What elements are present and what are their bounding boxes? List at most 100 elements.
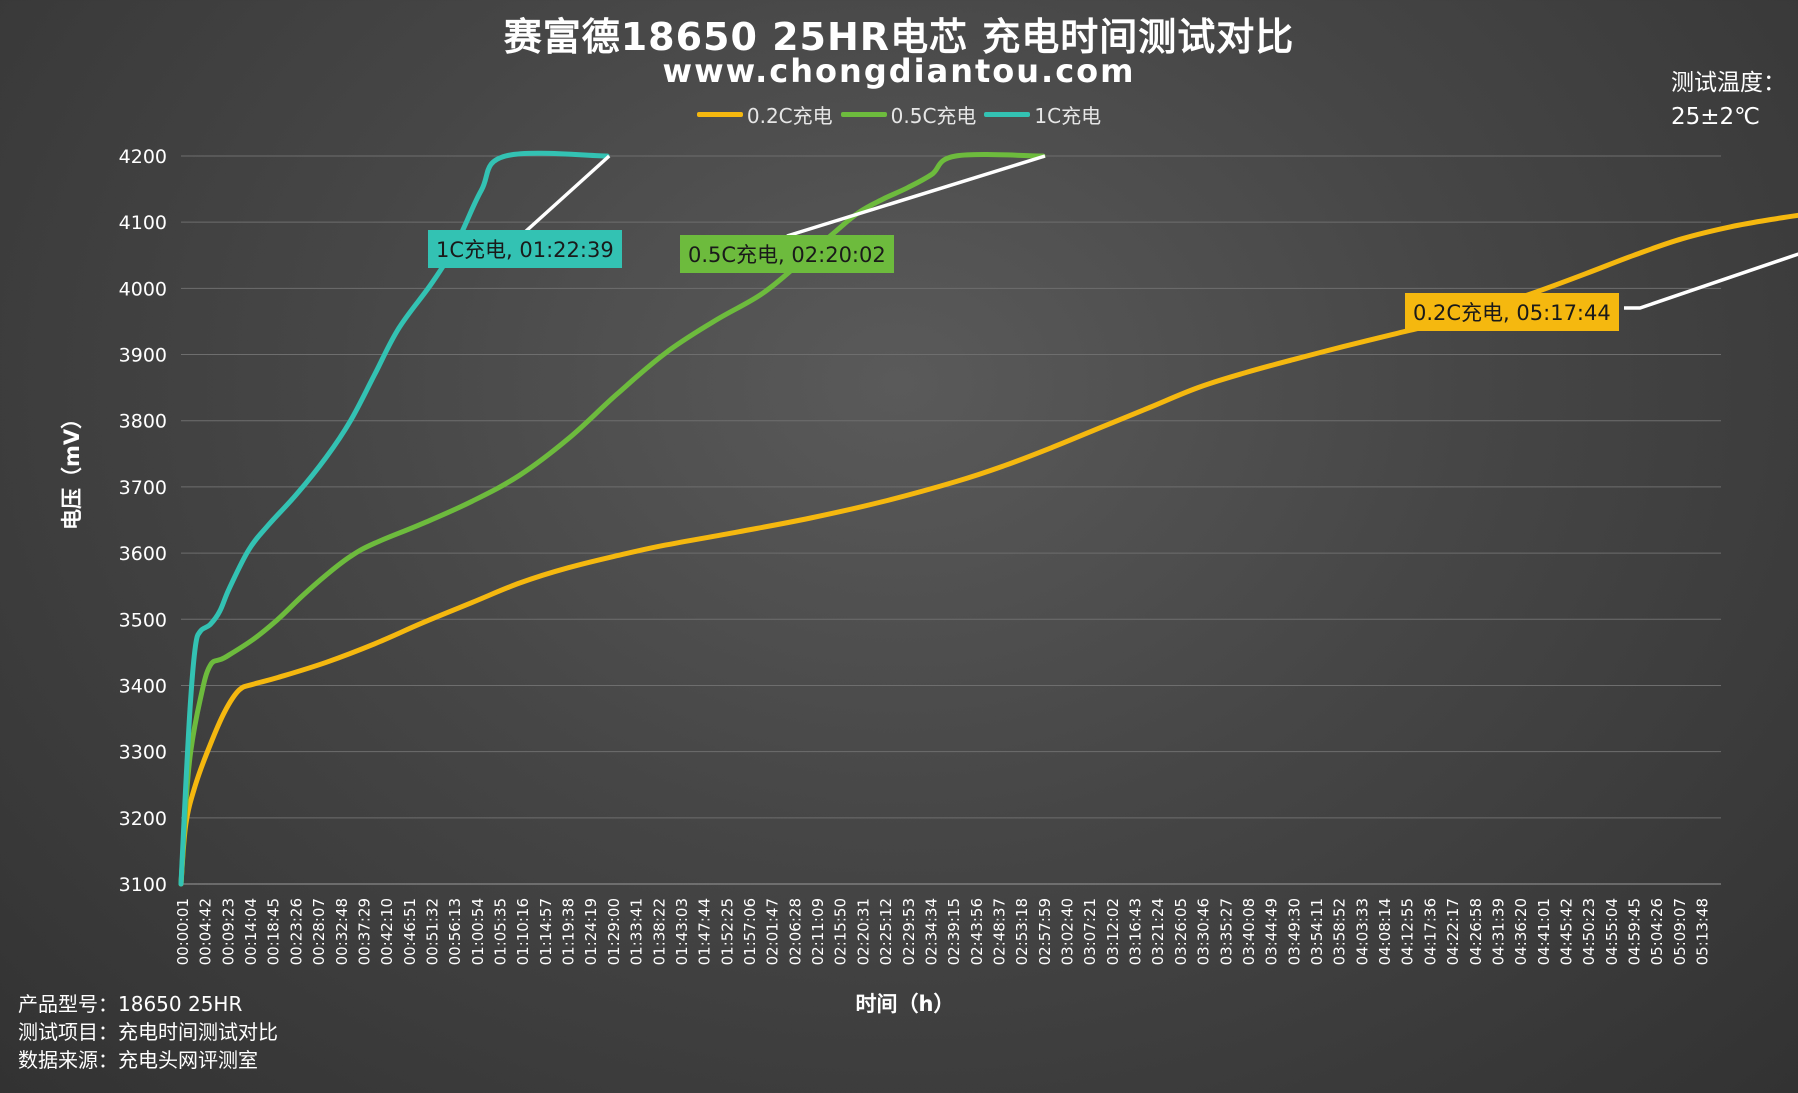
temperature-value: 25±2℃ xyxy=(1671,104,1761,130)
x-tick-label: 04:45:42 xyxy=(1557,898,1575,965)
x-tick-label: 03:40:08 xyxy=(1240,898,1258,965)
callout-02c: 0.2C充电, 05:17:44 xyxy=(1405,293,1619,331)
x-tick-label: 01:38:22 xyxy=(650,898,668,965)
leader-1c xyxy=(523,154,611,234)
x-tick-label: 00:28:07 xyxy=(310,898,328,965)
x-tick-label: 03:16:43 xyxy=(1127,898,1145,965)
legend-swatch-02c xyxy=(696,112,743,117)
leader-02c xyxy=(1624,252,1798,310)
x-tick-label: 04:31:39 xyxy=(1489,898,1507,965)
x-tick-label: 03:54:11 xyxy=(1308,898,1326,965)
footer-model: 产品型号：18650 25HR xyxy=(18,992,243,1016)
x-tick-label: 01:57:06 xyxy=(741,898,759,965)
leader-05c xyxy=(786,154,1046,238)
x-axis-label: 时间（h） xyxy=(855,992,955,1016)
y-tick-label: 3100 xyxy=(119,874,167,896)
x-tick-label: 02:25:12 xyxy=(877,898,895,965)
x-tick-label: 02:53:18 xyxy=(1013,898,1031,965)
y-tick-label: 3600 xyxy=(119,543,167,565)
x-tick-label: 02:43:56 xyxy=(968,898,986,965)
x-tick-label: 00:04:42 xyxy=(197,898,215,965)
x-tick-label: 03:07:21 xyxy=(1081,898,1099,965)
legend-item-05c: 0.5C充电 xyxy=(840,100,977,129)
legend-swatch-1c xyxy=(984,112,1031,117)
y-tick-label: 3700 xyxy=(119,477,167,499)
callout-05c: 0.5C充电, 02:20:02 xyxy=(680,235,894,273)
x-tick-label: 01:29:00 xyxy=(605,898,623,965)
x-tick-label: 00:56:13 xyxy=(446,898,464,965)
x-tick-label: 01:00:54 xyxy=(469,898,487,965)
x-tick-label: 04:08:14 xyxy=(1376,898,1394,965)
x-tick-label: 04:41:01 xyxy=(1535,898,1553,965)
legend-label-05c: 0.5C充电 xyxy=(890,104,977,128)
x-tick-label: 00:18:45 xyxy=(265,898,283,965)
x-tick-label: 01:05:35 xyxy=(492,898,510,965)
x-tick-label: 02:11:09 xyxy=(809,898,827,965)
series-lines xyxy=(178,150,1798,887)
x-tick-label: 00:42:10 xyxy=(378,898,396,965)
callout-1c: 1C充电, 01:22:39 xyxy=(428,230,622,268)
x-tick-label: 02:29:53 xyxy=(900,898,918,965)
legend-swatch-05c xyxy=(840,112,887,117)
x-tick-label: 00:14:04 xyxy=(242,898,260,965)
x-tick-label: 03:30:46 xyxy=(1195,898,1213,965)
chart-title: 赛富德18650 25HR电芯 充电时间测试对比 xyxy=(503,15,1295,59)
x-tick-label: 03:44:49 xyxy=(1263,898,1281,965)
y-axis-label: 电压（mV） xyxy=(60,407,84,530)
legend: 0.2C充电 0.5C充电 1C充电 xyxy=(0,100,1798,129)
y-tick-label: 3500 xyxy=(119,609,167,631)
x-tick-label: 01:33:41 xyxy=(628,898,646,965)
callout-leaders xyxy=(523,154,1798,310)
x-tick-label: 03:49:30 xyxy=(1285,898,1303,965)
x-tick-label: 02:01:47 xyxy=(764,898,782,965)
x-tick-label: 04:22:17 xyxy=(1444,898,1462,965)
x-tick-label: 01:19:38 xyxy=(560,898,578,965)
footer-source: 数据来源：充电头网评测室 xyxy=(18,1048,258,1072)
y-tick-label: 3300 xyxy=(119,742,167,764)
x-tick-label: 03:35:27 xyxy=(1217,898,1235,965)
x-tick-label: 03:26:05 xyxy=(1172,898,1190,965)
x-tick-label: 04:36:20 xyxy=(1512,898,1530,965)
x-axis-ticks: 00:00:01 00:04:42 00:09:23 00:14:04 00:18:45… xyxy=(174,898,1712,965)
test-temperature: 测试温度： 25±2℃ xyxy=(1671,66,1786,134)
x-tick-label: 04:50:23 xyxy=(1580,898,1598,965)
y-axis-ticks: 3100 3200 3300 3400 3500 3600 3700 3800 3900 4000… xyxy=(119,146,167,896)
x-tick-label: 04:03:33 xyxy=(1353,898,1371,965)
x-tick-label: 02:34:34 xyxy=(922,898,940,965)
y-tick-label: 4000 xyxy=(119,278,167,300)
x-tick-label: 02:15:50 xyxy=(832,898,850,965)
legend-label-1c: 1C充电 xyxy=(1034,104,1102,128)
footer-test-item: 测试项目：充电时间测试对比 xyxy=(18,1020,278,1044)
x-tick-label: 00:23:26 xyxy=(287,898,305,965)
footer-info: 产品型号：18650 25HR 测试项目：充电时间测试对比 数据来源：充电头网评… xyxy=(18,990,278,1074)
x-tick-label: 03:58:52 xyxy=(1331,898,1349,965)
series-line-05c xyxy=(178,152,1046,887)
x-tick-label: 01:10:16 xyxy=(514,898,532,965)
y-tick-label: 3400 xyxy=(119,675,167,697)
temperature-label: 测试温度： xyxy=(1671,70,1786,96)
x-tick-label: 05:09:07 xyxy=(1671,898,1689,965)
legend-item-02c: 0.2C充电 xyxy=(696,100,833,129)
x-tick-label: 03:21:24 xyxy=(1149,898,1167,965)
x-tick-label: 00:09:23 xyxy=(219,898,237,965)
x-tick-label: 02:57:59 xyxy=(1036,898,1054,965)
x-tick-label: 05:13:48 xyxy=(1694,898,1712,965)
y-tick-label: 3200 xyxy=(119,808,167,830)
x-tick-label: 03:02:40 xyxy=(1059,898,1077,965)
x-tick-label: 01:24:19 xyxy=(582,898,600,965)
x-tick-label: 02:39:15 xyxy=(945,898,963,965)
x-tick-label: 02:20:31 xyxy=(854,898,872,965)
chart-subtitle: www.chongdiantou.com xyxy=(662,52,1136,90)
legend-label-02c: 0.2C充电 xyxy=(746,104,833,128)
y-tick-label: 4100 xyxy=(119,212,167,234)
x-tick-label: 04:12:55 xyxy=(1399,898,1417,965)
x-tick-label: 04:26:58 xyxy=(1467,898,1485,965)
y-tick-label: 3900 xyxy=(119,345,167,367)
x-tick-label: 00:46:51 xyxy=(401,898,419,965)
x-tick-label: 00:51:32 xyxy=(423,898,441,965)
y-tick-label: 4200 xyxy=(119,146,167,168)
x-tick-label: 01:47:44 xyxy=(696,898,714,965)
x-tick-label: 05:04:26 xyxy=(1648,898,1666,965)
x-tick-label: 02:06:28 xyxy=(786,898,804,965)
